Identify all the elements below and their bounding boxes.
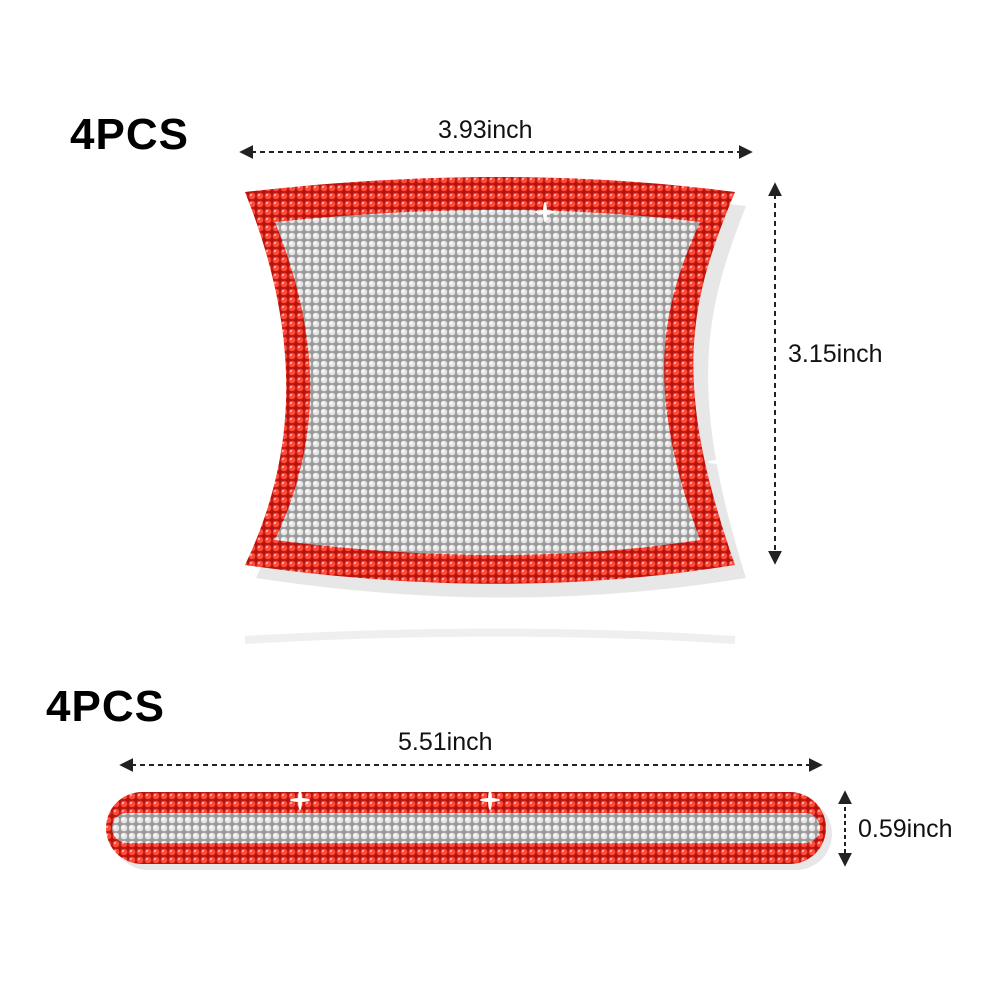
strip-sticker: [106, 790, 832, 870]
width-label-2: 5.51inch: [398, 728, 493, 756]
quantity-label-1: 4PCS: [70, 110, 189, 159]
silver-center: [275, 210, 700, 555]
height-label-2: 0.59inch: [858, 815, 953, 843]
quantity-label-2: 4PCS: [46, 682, 165, 731]
door-bowl-sticker: [244, 177, 746, 644]
height-label-1: 3.15inch: [788, 340, 883, 368]
strip-silver-center: [112, 813, 820, 843]
reflection: [244, 628, 736, 644]
width-label-1: 3.93inch: [438, 116, 533, 144]
